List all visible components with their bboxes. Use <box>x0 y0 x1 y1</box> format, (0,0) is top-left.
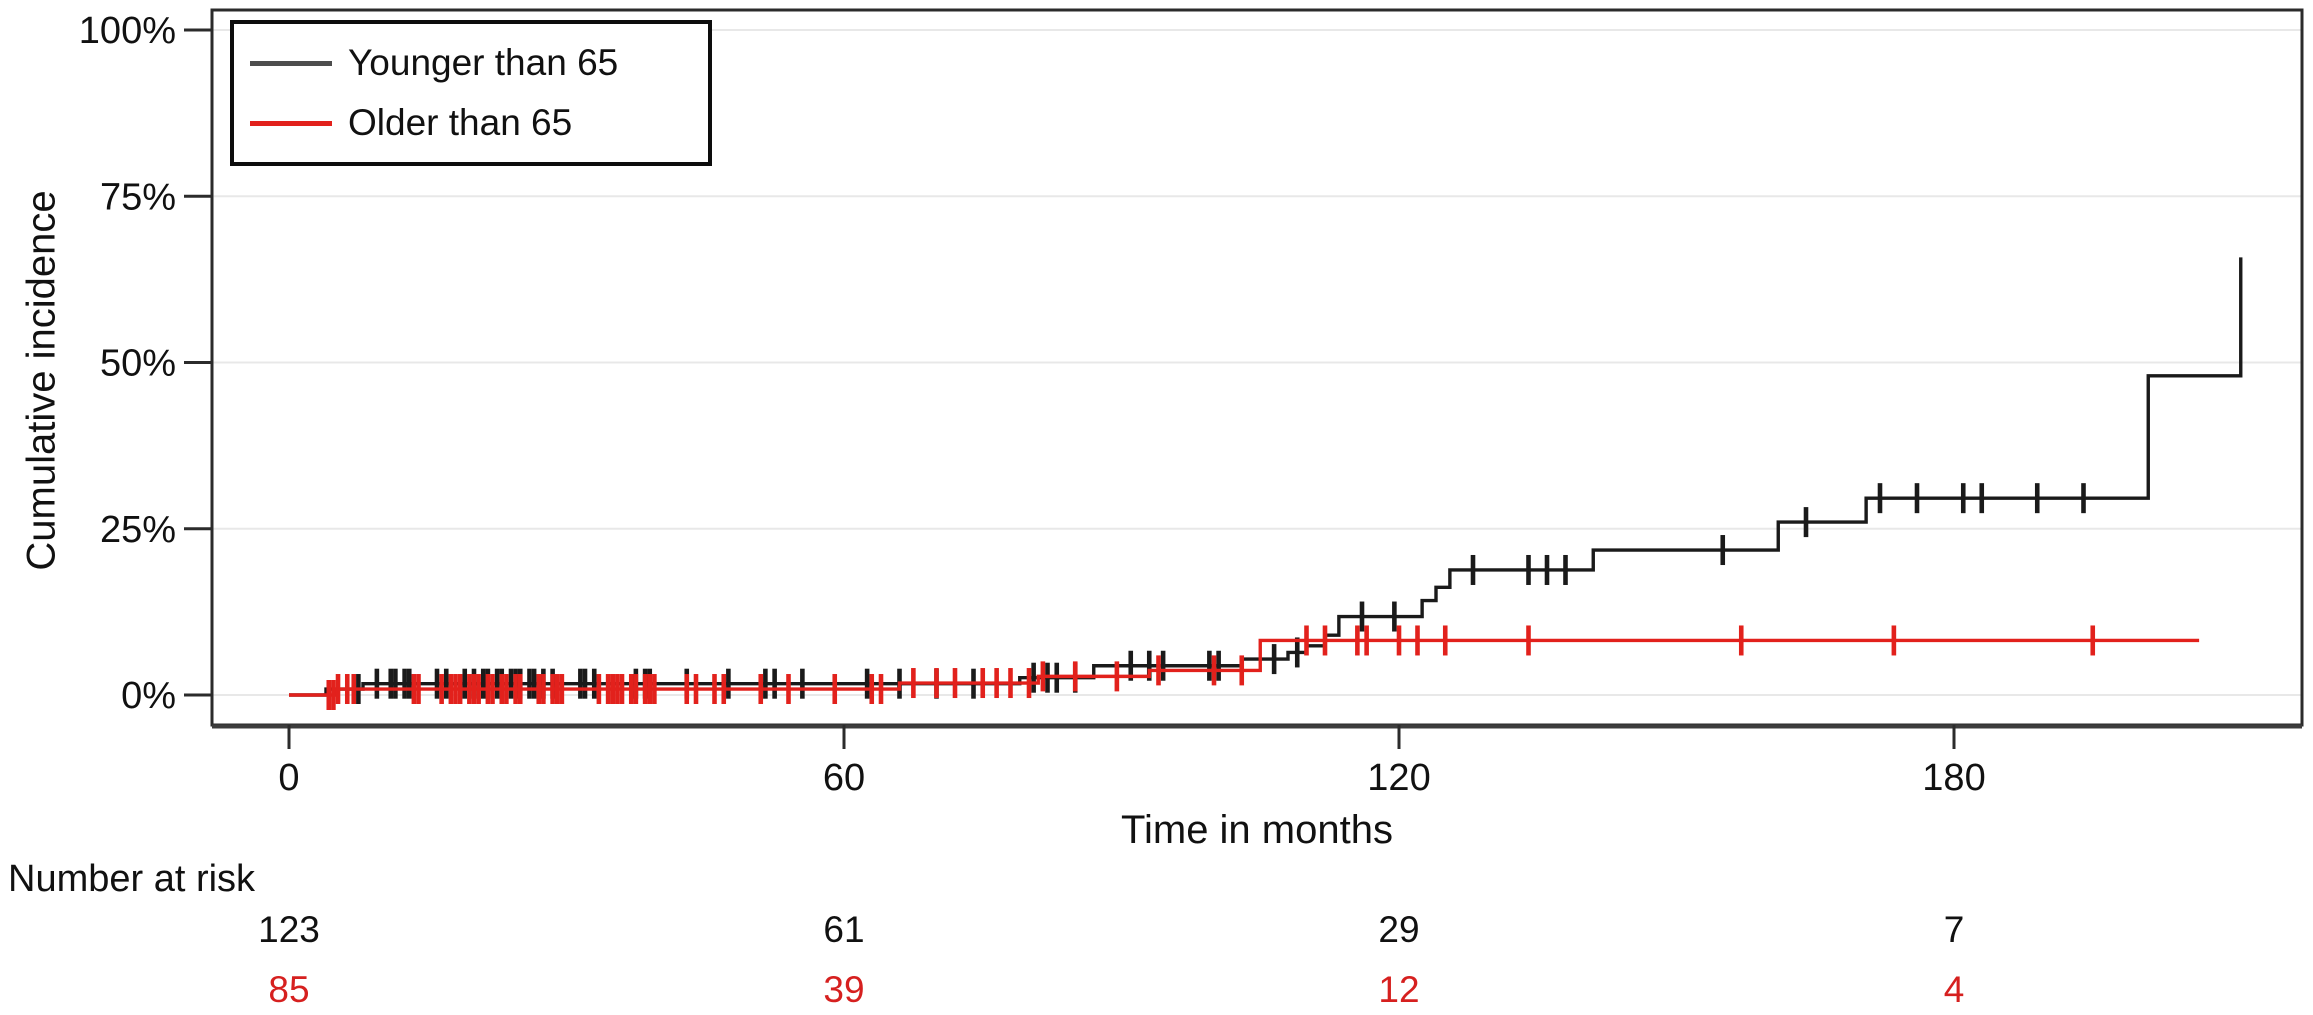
legend-label-older: Older than 65 <box>348 102 573 143</box>
legend-line-sample-older <box>250 120 332 126</box>
legend-label-younger: Younger than 65 <box>348 42 619 83</box>
risk-value-older-t120: 12 <box>1378 969 1420 1010</box>
x-tick-label-120: 120 <box>1367 757 1430 799</box>
series-line-younger <box>289 257 2243 697</box>
risk-value-younger-t0: 123 <box>258 909 320 950</box>
risk-value-older-t180: 4 <box>1943 969 1965 1010</box>
y-tick-label-50%: 50% <box>100 343 176 385</box>
risk-value-older-t0: 85 <box>268 969 310 1010</box>
y-tick-label-25%: 25% <box>100 509 176 551</box>
legend: Younger than 65 Older than 65 <box>230 20 712 166</box>
series-line-older <box>289 638 2200 697</box>
risk-value-younger-t180: 7 <box>1943 909 1965 950</box>
risk-value-older-t60: 39 <box>823 969 865 1010</box>
y-tick-label-75%: 75% <box>100 176 176 218</box>
y-tick-label-0%: 0% <box>121 675 176 717</box>
risk-value-younger-t120: 29 <box>1378 909 1420 950</box>
x-tick-label-180: 180 <box>1922 757 1985 799</box>
risk-value-younger-t60: 61 <box>823 909 865 950</box>
y-tick-label-100%: 100% <box>79 10 176 52</box>
legend-item-older: Older than 65 <box>250 98 708 148</box>
x-tick-label-0: 0 <box>278 757 299 799</box>
legend-item-younger: Younger than 65 <box>250 38 708 88</box>
y-axis-title: Cumulative incidence <box>19 190 64 571</box>
x-tick-label-60: 60 <box>823 757 865 799</box>
x-axis-title: Time in months <box>1121 808 1393 852</box>
risk-table-title: Number at risk <box>8 858 256 900</box>
legend-line-sample-younger <box>250 60 332 66</box>
